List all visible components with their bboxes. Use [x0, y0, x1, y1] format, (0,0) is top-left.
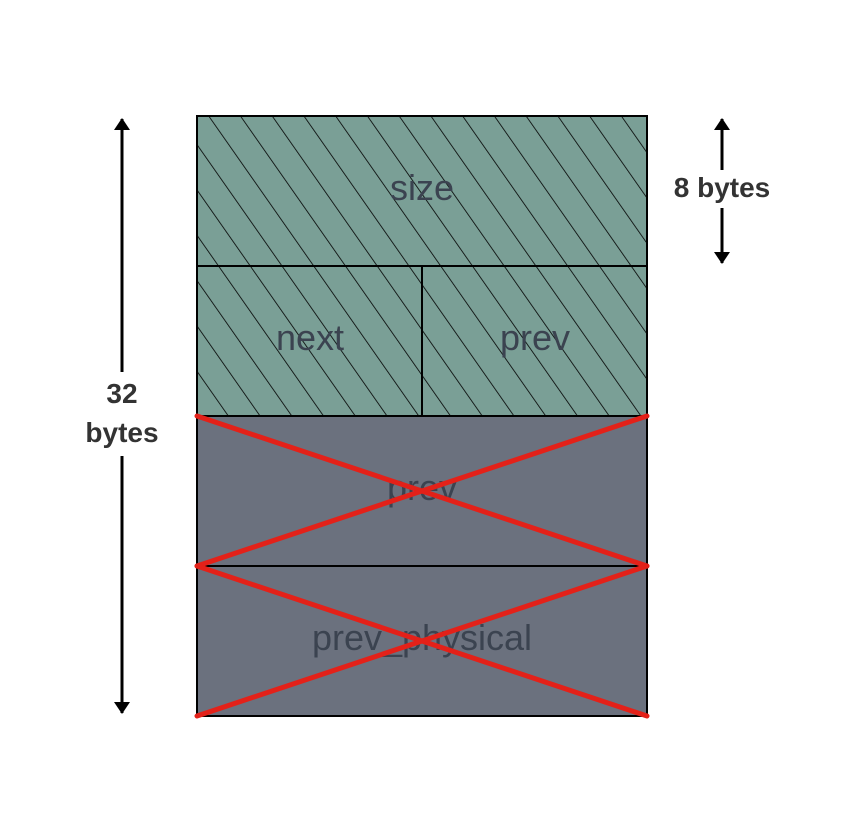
prev-field-upper: prev: [422, 266, 647, 416]
next-label: next: [276, 317, 344, 358]
total-size-unit: bytes: [85, 417, 158, 448]
total-size-dimension: 32 bytes: [85, 119, 158, 713]
total-size-value: 32: [106, 378, 137, 409]
row-size-dimension: 8 bytes: [674, 119, 771, 263]
prev-physical-label: prev_physical: [312, 617, 532, 658]
prev-lower-label: prev: [387, 467, 457, 508]
next-field: next: [197, 266, 422, 416]
size-label: size: [390, 167, 454, 208]
row-size-label: 8 bytes: [674, 172, 771, 203]
size-field: size: [197, 116, 647, 266]
prev-upper-label: prev: [500, 317, 570, 358]
